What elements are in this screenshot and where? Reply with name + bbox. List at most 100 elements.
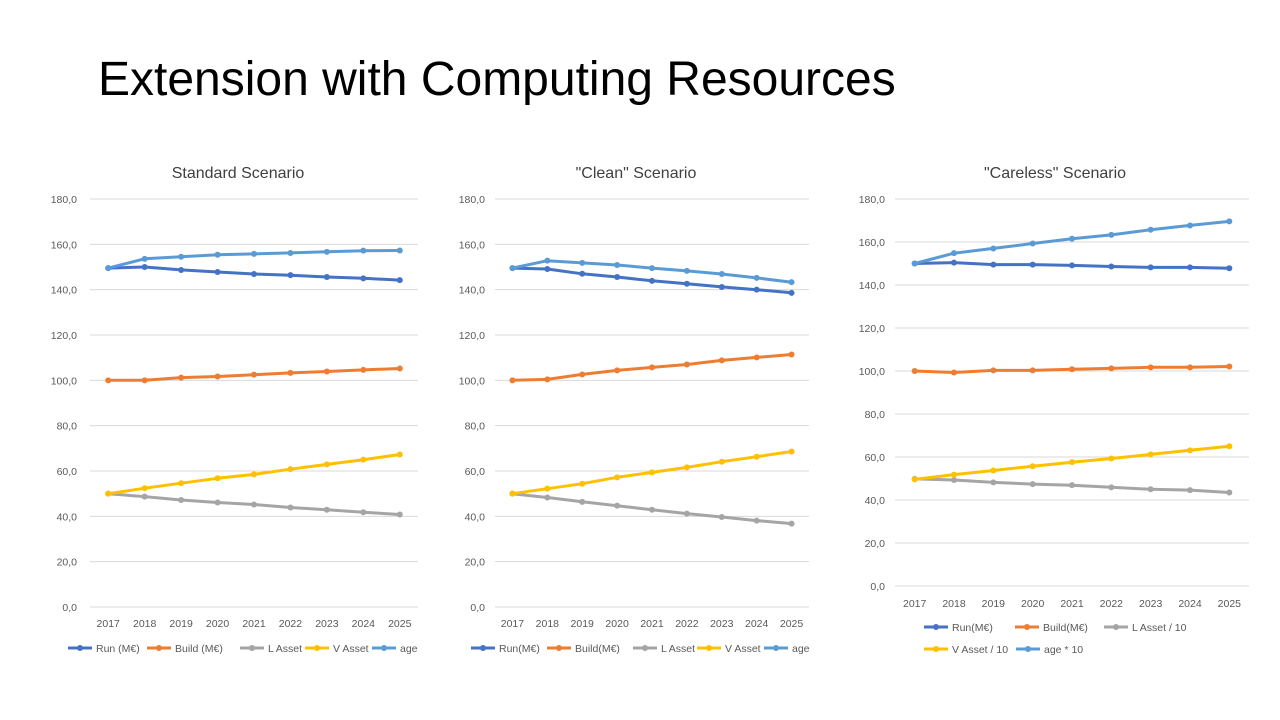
data-point <box>544 494 551 501</box>
data-point <box>396 451 403 458</box>
y-tick-label: 40,0 <box>465 511 486 523</box>
y-tick-label: 160,0 <box>859 237 885 249</box>
legend-entry: L Asset <box>240 643 302 655</box>
slide-title: Extension with Computing Resources <box>98 53 896 106</box>
y-tick-label: 100,0 <box>459 375 485 387</box>
data-point <box>788 351 795 358</box>
legend-marker <box>556 645 562 651</box>
data-point <box>287 504 294 511</box>
data-point <box>951 477 957 484</box>
data-point <box>579 480 586 487</box>
data-point <box>753 517 760 524</box>
data-point <box>360 456 367 463</box>
data-point <box>396 365 403 372</box>
data-point <box>1226 443 1233 450</box>
data-point <box>323 273 330 280</box>
x-tick-label: 2017 <box>97 618 121 630</box>
data-point <box>1029 463 1036 470</box>
legend-entry: V Asset <box>697 643 761 655</box>
y-tick-label: 80,0 <box>57 421 78 433</box>
y-tick-label: 120,0 <box>459 330 485 342</box>
data-point <box>718 283 725 290</box>
legend-entry: Run(M€) <box>471 643 540 655</box>
data-point <box>753 286 760 293</box>
y-tick-label: 140,0 <box>859 280 885 292</box>
data-point <box>251 271 257 278</box>
data-point <box>990 479 997 486</box>
data-point <box>951 471 957 478</box>
y-tick-label: 0,0 <box>470 602 485 614</box>
data-point <box>1108 365 1115 372</box>
x-tick-label: 2017 <box>501 618 525 630</box>
chart-title: "Careless" Scenario <box>984 165 1126 182</box>
data-point <box>1069 482 1075 489</box>
data-point <box>1069 459 1075 466</box>
data-point <box>614 502 621 509</box>
y-tick-label: 120,0 <box>51 330 77 342</box>
data-point <box>105 490 112 497</box>
legend-label: age <box>400 643 418 655</box>
data-point <box>990 467 997 474</box>
data-point <box>287 369 294 376</box>
x-tick-label: 2021 <box>640 618 664 630</box>
legend-entry: V Asset / 10 <box>924 644 1008 656</box>
data-point <box>396 247 403 254</box>
x-tick-label: 2019 <box>169 618 193 630</box>
data-point <box>287 272 294 279</box>
y-tick-label: 80,0 <box>865 409 886 421</box>
data-point <box>951 259 957 266</box>
legend-entry: Run (M€) <box>68 643 140 655</box>
data-point <box>683 267 690 274</box>
data-point <box>141 377 148 384</box>
legend-entry: age * 10 <box>1016 644 1083 656</box>
data-point <box>287 249 294 256</box>
x-tick-label: 2020 <box>1021 598 1045 610</box>
y-tick-label: 80,0 <box>465 421 486 433</box>
data-point <box>753 354 760 361</box>
data-point <box>1029 481 1036 488</box>
y-tick-label: 100,0 <box>51 375 77 387</box>
x-tick-label: 2024 <box>745 618 769 630</box>
x-tick-label: 2022 <box>675 618 699 630</box>
legend-entry: L Asset / 10 <box>1104 622 1187 634</box>
data-point <box>1069 235 1075 242</box>
data-point <box>360 509 367 516</box>
legend-marker <box>642 645 648 651</box>
legend-label: Run (M€) <box>96 643 140 655</box>
data-point <box>649 506 655 513</box>
y-tick-label: 140,0 <box>459 285 485 297</box>
data-point <box>1029 367 1036 374</box>
data-point <box>1069 262 1075 269</box>
data-point <box>788 289 795 296</box>
data-point <box>649 469 655 476</box>
data-point <box>509 265 516 272</box>
x-tick-label: 2025 <box>1218 598 1242 610</box>
data-point <box>214 475 221 482</box>
legend-marker <box>773 645 779 651</box>
x-tick-label: 2024 <box>352 618 376 630</box>
y-tick-label: 160,0 <box>51 239 77 251</box>
legend-marker <box>156 645 162 651</box>
legend-label: age <box>792 643 810 655</box>
y-tick-label: 60,0 <box>865 452 886 464</box>
y-tick-label: 140,0 <box>51 285 77 297</box>
x-tick-label: 2023 <box>1139 598 1163 610</box>
data-point <box>1187 364 1193 371</box>
x-tick-label: 2017 <box>903 598 927 610</box>
legend-label: Build (M€) <box>175 643 223 655</box>
data-point <box>579 371 586 378</box>
data-point <box>1187 487 1193 494</box>
legend-marker <box>77 645 83 651</box>
x-tick-label: 2021 <box>242 618 266 630</box>
data-point <box>579 270 586 277</box>
legend-entry: Build(M€) <box>547 643 620 655</box>
data-point <box>544 266 551 273</box>
data-point <box>1226 363 1233 370</box>
x-tick-label: 2023 <box>315 618 339 630</box>
data-point <box>1187 447 1193 454</box>
legend-label: Build(M€) <box>1043 622 1088 634</box>
data-point <box>1187 222 1193 229</box>
data-point <box>509 377 516 384</box>
